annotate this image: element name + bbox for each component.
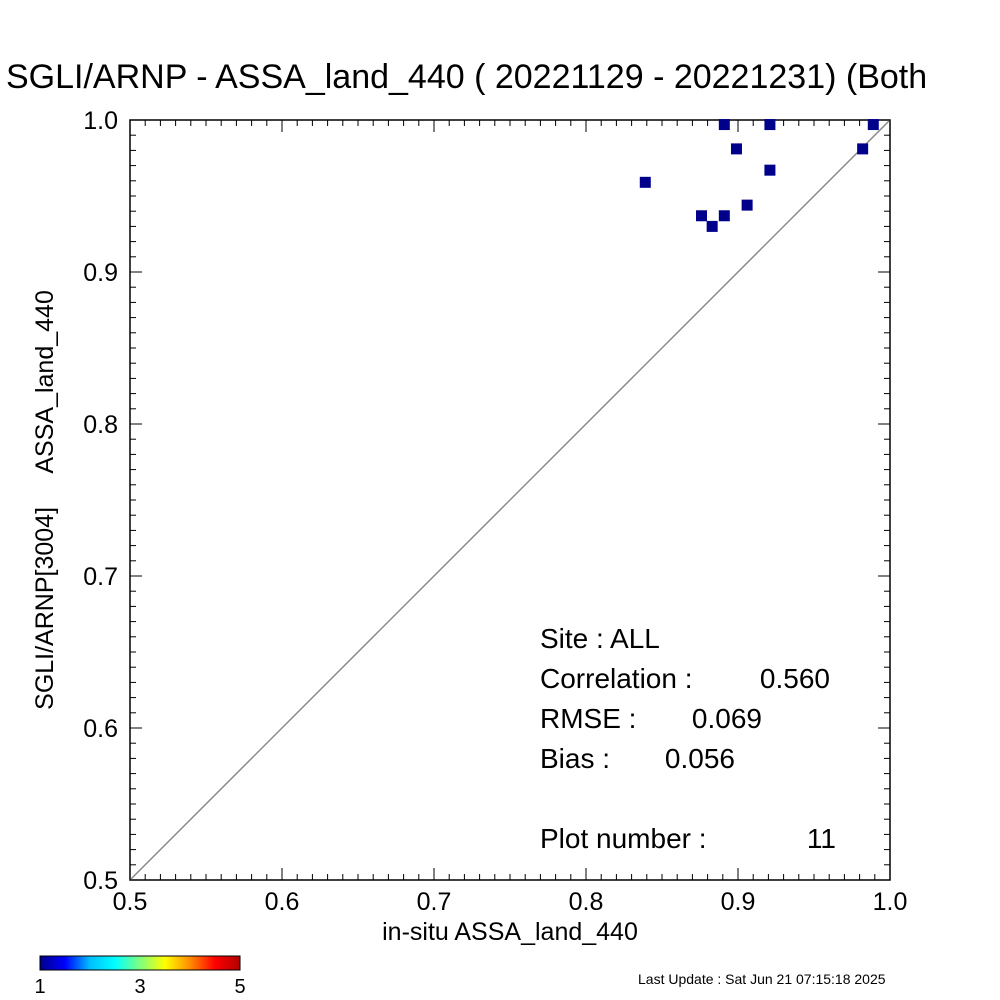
y-tick-label: 0.5 bbox=[83, 867, 118, 895]
axis-ticks bbox=[129, 119, 891, 881]
data-point bbox=[718, 210, 730, 222]
colorbar-tick-label: 3 bbox=[134, 976, 145, 998]
y-tick-label: 0.6 bbox=[83, 715, 118, 743]
data-point bbox=[639, 176, 651, 188]
stats-block: Site : ALL Correlation : 0.560 RMSE : 0.… bbox=[540, 623, 836, 854]
chart-title: SGLI/ARNP - ASSA_land_440 ( 20221129 - 2… bbox=[6, 58, 927, 96]
colorbar bbox=[39, 955, 241, 971]
data-point bbox=[764, 119, 776, 131]
x-tick-label: 0.7 bbox=[417, 888, 452, 916]
stats-rmse-value: 0.069 bbox=[692, 703, 762, 734]
data-point bbox=[764, 164, 776, 176]
y-tick-label: 0.9 bbox=[83, 259, 118, 287]
y-tick-labels: 0.5 0.6 0.7 0.8 0.9 1.0 bbox=[83, 107, 118, 895]
x-tick-label: 1.0 bbox=[873, 888, 908, 916]
x-axis-label: in-situ ASSA_land_440 bbox=[382, 918, 638, 946]
one-to-one-line bbox=[129, 119, 891, 881]
stats-correlation-value: 0.560 bbox=[760, 663, 830, 694]
x-tick-label: 0.9 bbox=[721, 888, 756, 916]
data-point bbox=[696, 210, 708, 222]
colorbar-tick-label: 5 bbox=[234, 976, 245, 998]
x-tick-label: 0.8 bbox=[569, 888, 604, 916]
stats-site: Site : ALL bbox=[540, 623, 660, 654]
y-tick-label: 0.8 bbox=[83, 411, 118, 439]
colorbar-tick-label: 1 bbox=[34, 976, 45, 998]
stats-bias-value: 0.056 bbox=[665, 743, 735, 774]
stats-bias-label: Bias : bbox=[540, 743, 610, 774]
stats-rmse-label: RMSE : bbox=[540, 703, 636, 734]
y-tick-label: 0.7 bbox=[83, 563, 118, 591]
stats-correlation-label: Correlation : bbox=[540, 663, 693, 694]
data-point bbox=[706, 220, 718, 232]
data-point bbox=[718, 119, 730, 131]
y-axis-label: SGLI/ARNP[3004] ASSA_land_440 bbox=[31, 290, 59, 710]
stats-plot-number-value: 11 bbox=[807, 823, 836, 854]
y-tick-label: 1.0 bbox=[83, 107, 118, 135]
stats-plot-number-label: Plot number : bbox=[540, 823, 707, 854]
data-point bbox=[857, 143, 869, 155]
data-point bbox=[730, 143, 742, 155]
x-tick-label: 0.5 bbox=[113, 888, 148, 916]
last-update-text: Last Update : Sat Jun 21 07:15:18 2025 bbox=[638, 971, 886, 987]
data-point bbox=[741, 199, 753, 211]
data-point bbox=[867, 119, 879, 131]
x-tick-label: 0.6 bbox=[265, 888, 300, 916]
data-points bbox=[639, 119, 879, 232]
x-tick-labels: 0.5 0.6 0.7 0.8 0.9 1.0 bbox=[113, 888, 908, 916]
colorbar-tick-labels: 1 3 5 bbox=[34, 976, 245, 998]
